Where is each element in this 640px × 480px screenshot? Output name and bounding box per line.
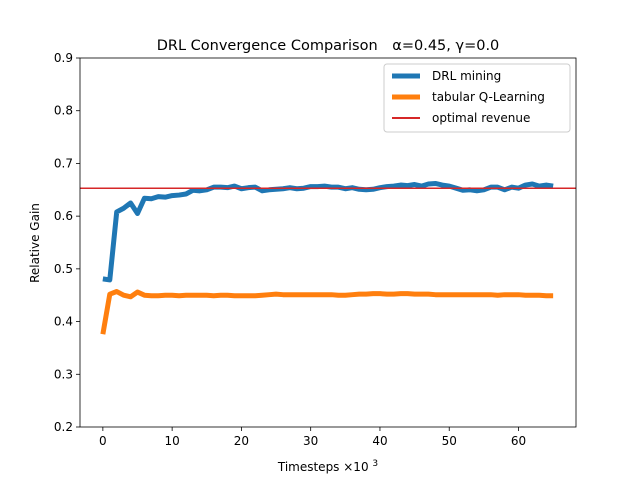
y-tick-label: 0.4 [54,315,73,329]
y-tick-label: 0.9 [54,51,73,65]
x-tick-label: 30 [303,434,318,448]
x-tick-label: 60 [511,434,526,448]
plot-frame [79,57,577,428]
chart-title-params: α=0.45, γ=0.0 [392,38,499,54]
y-tick-label: 0.8 [54,104,73,118]
y-tick-label: 0.3 [54,367,73,381]
chart-title-main: DRL Convergence Comparison [157,38,378,54]
chart-title: DRL Convergence Comparison α=0.45, γ=0.0 [157,38,500,54]
series-line-tabular-q-learning [100,289,554,335]
y-tick-label: 0.6 [54,209,73,223]
series-line-drl-mining [102,180,554,283]
legend-label-optimal-revenue: optimal revenue [432,111,530,125]
y-tick-label: 0.5 [54,262,73,276]
legend-box [383,63,571,133]
x-tick-label: 40 [372,434,387,448]
x-axis-label-exponent: 3 [372,459,378,469]
y-axis-label: Relative Gain [28,203,42,283]
y-tick-label: 0.2 [54,420,73,434]
legend-label-tabular-q-learning: tabular Q-Learning [432,90,545,104]
x-axis-label-main: Timesteps ×10 [277,460,369,474]
x-tick-label: 10 [164,434,179,448]
y-tick-label: 0.7 [54,156,73,170]
legend-label-drl-mining: DRL mining [432,69,501,83]
x-tick-label: 50 [442,434,457,448]
x-axis-label: Timesteps ×10 3 [277,459,378,474]
legend: DRL mining tabular Q-Learning optimal re… [383,63,571,133]
x-tick-label: 0 [99,434,107,448]
x-tick-label: 20 [234,434,249,448]
